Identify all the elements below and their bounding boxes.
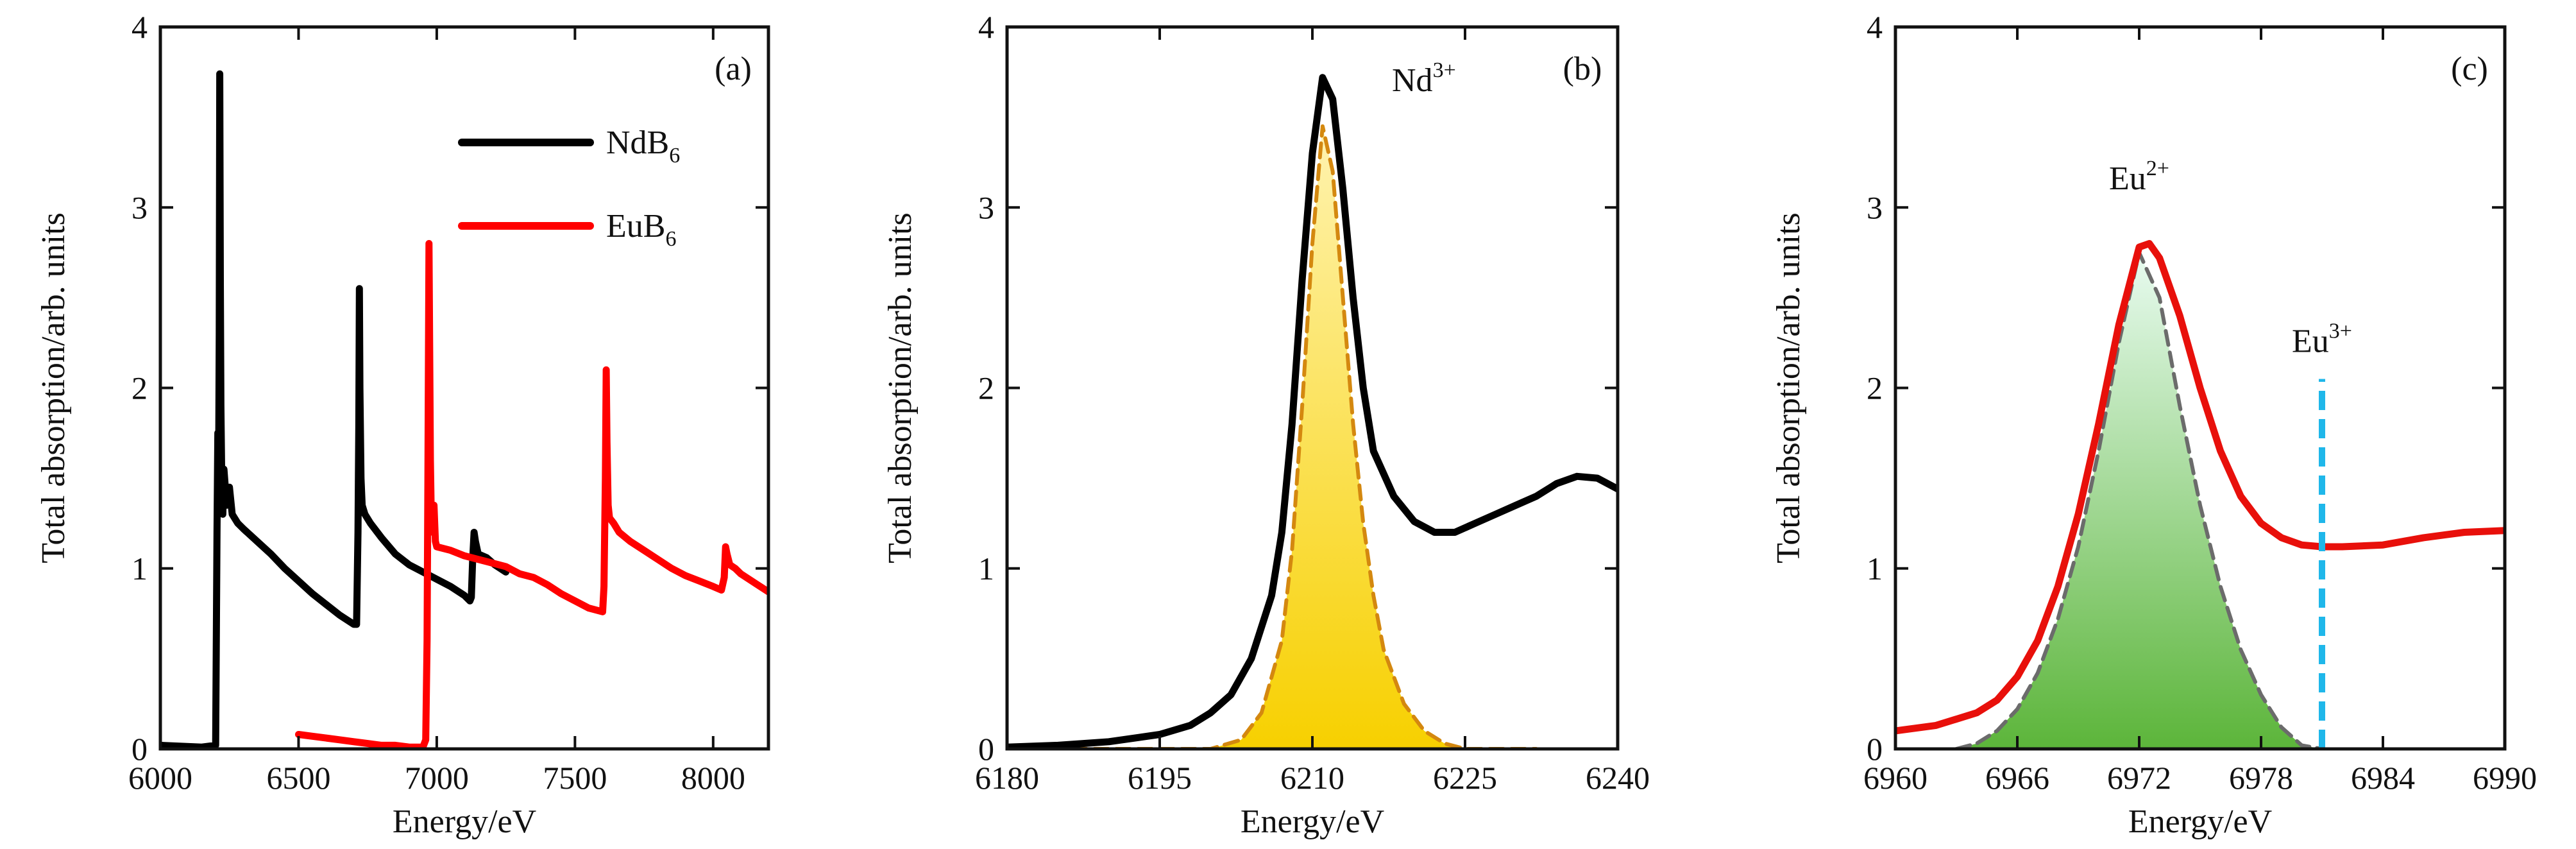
y-tick-label: 2 [978, 370, 994, 406]
plot-frame [158, 25, 770, 751]
series-line [295, 240, 768, 749]
y-tick-label: 3 [131, 189, 148, 225]
nd3-annotation: Nd3+ [1392, 58, 1456, 99]
legend-label-sub: 6 [669, 144, 680, 167]
y-tick-label: 4 [131, 9, 148, 45]
series-line [1007, 74, 1618, 749]
series-line [160, 70, 510, 749]
plot-area [1007, 74, 1618, 749]
y-tick-label: 0 [1867, 731, 1883, 767]
component-line [1007, 124, 1539, 749]
y-tick-label: 2 [131, 370, 148, 406]
panel-label: (b) [1563, 51, 1602, 87]
x-tick-label: 6990 [2473, 760, 2537, 796]
plot-area [160, 70, 768, 749]
eu-annotation-0: Eu2+ [2109, 157, 2169, 197]
eu-annotation-1-sup: 3+ [2329, 319, 2352, 343]
x-tick-label: 6000 [128, 760, 192, 796]
x-tick-label: 6180 [975, 760, 1039, 796]
y-tick-label: 0 [978, 731, 994, 767]
x-tick-label: 6240 [1586, 760, 1650, 796]
eu-annotation-1-main: Eu [2292, 323, 2329, 359]
y-axis-title: Total absorption/arb. units [882, 212, 919, 563]
component-fill [1956, 252, 2322, 749]
legend-label: NdB6 [606, 124, 680, 167]
y-axis-title: Total absorption/arb. units [1770, 212, 1807, 563]
y-tick-label: 4 [978, 9, 994, 45]
x-tick-label: 6225 [1433, 760, 1497, 796]
chart-panel-a: 0 1 2 3 4 6000 6500 7000 7500 8000 Energy/eV Total … [35, 9, 770, 840]
y-axis-title: Total absorption/arb. units [35, 212, 72, 563]
panel-label: (c) [2451, 51, 2488, 87]
x-tick-label: 6984 [2351, 760, 2415, 796]
x-axis-title: Energy/eV [393, 803, 536, 840]
x-tick-label: 6978 [2229, 760, 2293, 796]
y-tick-label: 2 [1867, 370, 1883, 406]
y-tick-label: 1 [1867, 551, 1883, 587]
legend-label: EuB6 [606, 208, 676, 251]
x-tick-label: 6210 [1280, 760, 1344, 796]
y-tick-label: 1 [978, 551, 994, 587]
x-tick-label: 8000 [681, 760, 745, 796]
eu-annotation-1: Eu3+ [2292, 319, 2352, 359]
legend-label-main: NdB [606, 124, 669, 161]
nd3-annotation-sup: 3+ [1433, 58, 1456, 82]
x-tick-label: 6972 [2107, 760, 2171, 796]
plot-area [1895, 240, 2505, 749]
legend-label-main: EuB [606, 208, 665, 244]
x-tick-label: 6960 [1863, 760, 1928, 796]
x-tick-label: 6966 [1985, 760, 2049, 796]
x-axis-title: Energy/eV [2128, 803, 2272, 840]
chart-panel-b: 0 1 2 3 4 6180 6195 6210 6225 6240 Energy/eV Total … [882, 9, 1650, 840]
nd3-annotation-main: Nd [1392, 62, 1433, 99]
eu-annotation-0-sup: 2+ [2146, 157, 2169, 180]
x-tick-label: 7500 [543, 760, 607, 796]
y-tick-label: 3 [1867, 189, 1883, 225]
series-line [1895, 240, 2505, 735]
x-axis-title: Energy/eV [1241, 803, 1384, 840]
chart-panel-c: 0 1 2 3 4 6960 6966 6972 6978 6984 6990 Energy/eV To… [1770, 9, 2537, 840]
y-tick-label: 3 [978, 189, 994, 225]
component-fill [1007, 126, 1537, 749]
y-tick-label: 1 [131, 551, 148, 587]
x-tick-label: 6500 [266, 760, 330, 796]
x-tick-label: 7000 [405, 760, 469, 796]
legend-label-sub: 6 [665, 227, 676, 251]
y-tick-label: 4 [1867, 9, 1883, 45]
eu-annotation-0-main: Eu [2109, 160, 2146, 197]
x-tick-label: 6195 [1128, 760, 1192, 796]
panel-label: (a) [715, 51, 752, 87]
y-tick-label: 0 [131, 731, 148, 767]
